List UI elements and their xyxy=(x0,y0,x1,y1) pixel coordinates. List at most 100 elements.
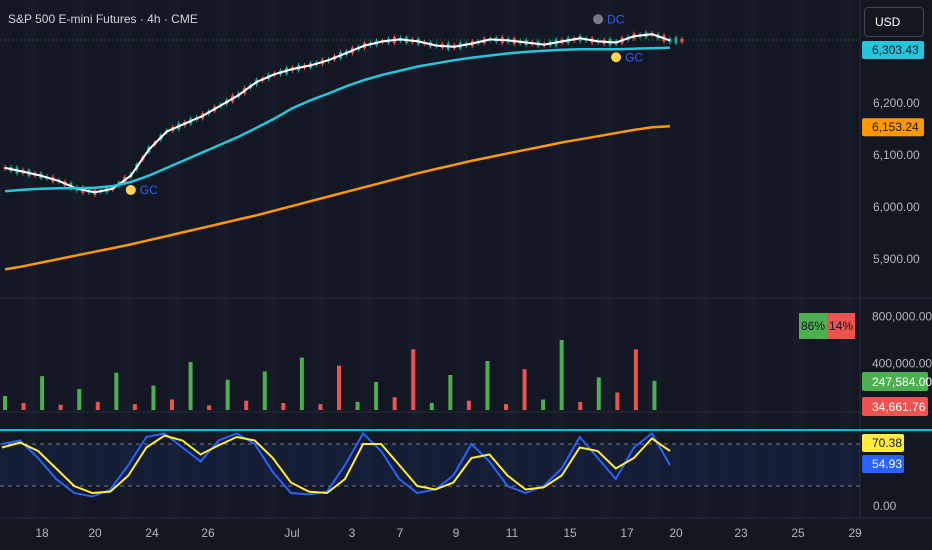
price-axis-label: 6,100.00 xyxy=(873,148,920,162)
bg-column xyxy=(768,0,780,516)
time-axis-label: 3 xyxy=(349,526,356,540)
bg-column xyxy=(0,0,12,516)
volume-bar xyxy=(596,377,601,410)
bg-column xyxy=(216,0,228,516)
bg-column xyxy=(288,0,300,516)
bg-column xyxy=(96,0,108,516)
death-cross-label: DC xyxy=(607,12,625,26)
bg-column xyxy=(624,0,636,516)
golden-cross-marker xyxy=(125,184,136,195)
bg-column xyxy=(720,0,732,516)
candle-body xyxy=(680,38,684,42)
bg-column xyxy=(504,0,516,516)
volume-bar xyxy=(207,405,212,410)
candle-body xyxy=(674,37,678,44)
bg-column xyxy=(480,0,492,516)
bg-column xyxy=(48,0,60,516)
volume-bar xyxy=(411,349,416,410)
volume-bar xyxy=(58,404,63,410)
time-axis-label: 20 xyxy=(669,526,683,540)
time-axis-label: 24 xyxy=(145,526,159,540)
volume-bar xyxy=(392,397,397,410)
volume-tag-value: 34,661.76 xyxy=(872,400,926,414)
time-axis-label: 7 xyxy=(397,526,404,540)
volume-bar xyxy=(188,362,193,410)
volume-bar xyxy=(355,401,360,410)
volume-bar xyxy=(95,401,100,410)
price-axis-label: 6,200.00 xyxy=(873,96,920,110)
stoch-axis-label: 0.00 xyxy=(873,499,897,513)
bg-column xyxy=(816,0,828,516)
bg-column xyxy=(384,0,396,516)
time-axis-label: 17 xyxy=(620,526,634,540)
currency-button[interactable]: USD xyxy=(864,7,924,37)
volume-tag xyxy=(862,372,928,391)
time-axis-label: Jul xyxy=(284,526,299,540)
bg-column xyxy=(408,0,420,516)
bg-column xyxy=(744,0,756,516)
stoch-tag-value: 70.38 xyxy=(872,436,902,450)
candle-body xyxy=(668,38,672,43)
bg-column xyxy=(648,0,660,516)
volume-bar xyxy=(225,379,230,410)
volume-bar xyxy=(578,401,583,410)
bg-column xyxy=(312,0,324,516)
volume-axis-label: 400,000.00 xyxy=(872,356,932,370)
time-axis-label: 20 xyxy=(88,526,102,540)
volume-bar xyxy=(633,349,638,410)
bg-column xyxy=(240,0,252,516)
volume-bar xyxy=(448,375,453,410)
volume-bar xyxy=(77,389,82,410)
stoch-d-line xyxy=(1,434,671,495)
volume-bar xyxy=(652,380,657,410)
buy-percentage: 86% xyxy=(799,313,827,339)
bg-column xyxy=(696,0,708,516)
volume-axis-label: 800,000.00 xyxy=(872,310,932,324)
stoch-k-line xyxy=(1,431,671,498)
time-axis-label: 23 xyxy=(734,526,748,540)
bg-column xyxy=(840,0,852,516)
bg-column xyxy=(432,0,444,516)
time-axis-label: 26 xyxy=(201,526,215,540)
bg-column xyxy=(792,0,804,516)
bg-column xyxy=(264,0,276,516)
volume-bar xyxy=(504,404,508,410)
stoch-tag-value: 54.93 xyxy=(872,457,902,471)
volume-tag-value: 247,584.00 xyxy=(872,375,932,389)
time-axis-label: 25 xyxy=(791,526,805,540)
volume-bar xyxy=(541,399,546,410)
volume-bar xyxy=(40,376,45,410)
volume-bar xyxy=(170,399,174,410)
bg-column xyxy=(72,0,84,516)
chart-title: S&P 500 E-mini Futures · 4h · CME xyxy=(8,12,198,26)
volume-bar xyxy=(132,404,137,410)
bg-column xyxy=(456,0,468,516)
golden-cross-label: GC xyxy=(625,50,643,64)
stoch-tag xyxy=(862,434,904,452)
volume-bar xyxy=(559,340,564,410)
sell-percentage: 14% xyxy=(827,313,855,339)
volume-bar xyxy=(429,403,434,410)
volume-bar xyxy=(281,403,286,410)
volume-bar xyxy=(466,400,471,410)
price-tag xyxy=(862,118,924,137)
volume-bar xyxy=(21,403,26,410)
time-axis-label: 11 xyxy=(506,526,519,540)
ma-mid-line xyxy=(4,46,671,193)
price-axis-label: 6,000.00 xyxy=(873,200,920,214)
bg-column xyxy=(576,0,588,516)
volume-bar xyxy=(522,369,527,410)
price-tag xyxy=(862,41,924,59)
volume-bar xyxy=(615,392,620,410)
bg-column xyxy=(192,0,204,516)
bg-column xyxy=(600,0,612,516)
stoch-tag xyxy=(862,455,904,473)
bg-column xyxy=(672,0,684,516)
bg-column xyxy=(528,0,540,516)
volume-tag xyxy=(862,397,928,416)
volume-bar xyxy=(374,382,379,410)
bg-column xyxy=(360,0,372,516)
golden-cross-marker xyxy=(611,52,622,63)
time-axis-label: 18 xyxy=(35,526,49,540)
